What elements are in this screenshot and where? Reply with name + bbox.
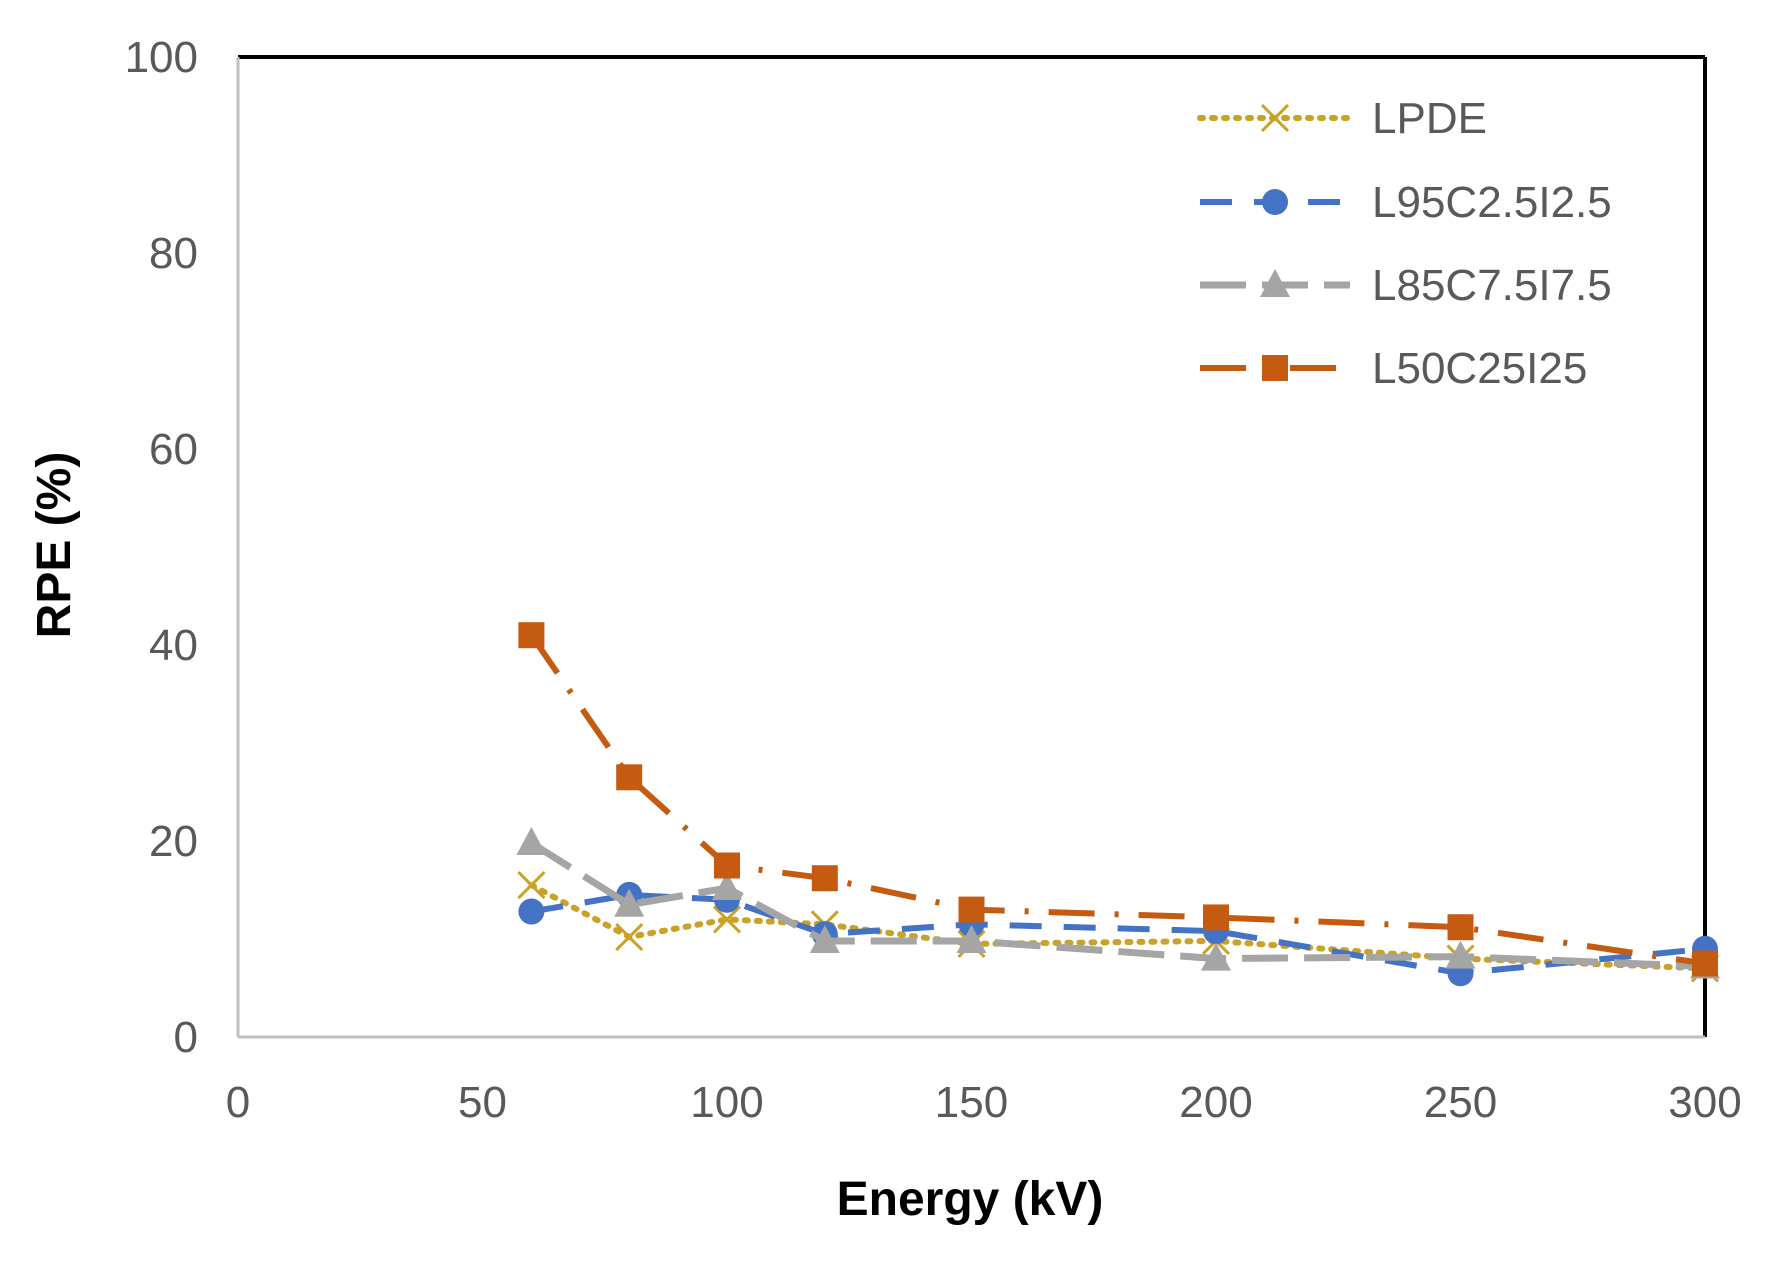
legend-label: L50C25I25: [1372, 344, 1587, 393]
data-point: [1447, 914, 1474, 941]
y-tick-label: 20: [149, 817, 198, 866]
y-tick-label: 0: [174, 1013, 198, 1062]
legend-item: LPDE: [1197, 94, 1487, 143]
legend-label: L85C7.5I7.5: [1372, 261, 1612, 310]
series-line: [528, 633, 1706, 967]
data-point: [518, 898, 545, 925]
data-point: [616, 764, 643, 791]
data-point: [615, 922, 644, 952]
data-point: [714, 852, 740, 879]
series-4: [518, 622, 1718, 977]
data-point: [1203, 904, 1229, 931]
y-tick-label: 80: [149, 229, 198, 278]
x-tick-label: 250: [1424, 1078, 1497, 1127]
y-axis-title: RPE (%): [28, 452, 81, 639]
data-point: [958, 896, 985, 923]
x-tick-label: 0: [226, 1078, 250, 1127]
legend-item: L50C25I25: [1200, 344, 1587, 393]
data-point: [956, 924, 987, 953]
x-tick-label: 100: [690, 1078, 763, 1127]
legend-item: L85C7.5I7.5: [1200, 261, 1612, 310]
legend-label: L95C2.5I2.5: [1372, 178, 1612, 227]
data-point: [809, 924, 840, 953]
x-tick-label: 200: [1179, 1078, 1252, 1127]
data-point: [1692, 950, 1718, 977]
legend-marker: [1262, 355, 1288, 381]
data-point: [614, 888, 645, 917]
data-point: [712, 905, 742, 934]
data-point: [712, 872, 742, 901]
x-tick-label: 50: [458, 1078, 507, 1127]
data-point: [517, 871, 546, 900]
legend: LPDE L95C2.5I2.5 L85C7.5I7.5 L50C25I25: [1197, 94, 1612, 393]
y-tick-label: 100: [125, 33, 198, 82]
legend-item: L95C2.5I2.5: [1200, 178, 1612, 227]
data-point: [811, 865, 838, 892]
series-line: [530, 891, 1706, 977]
series-group: [516, 622, 1720, 987]
series-3: [516, 826, 1720, 979]
data-point: [516, 826, 547, 855]
x-tick-label: 300: [1668, 1078, 1741, 1127]
legend-marker: [1260, 103, 1290, 133]
axes: 0 20 40 60 80 100 0 50 100 150 200 250 300: [125, 33, 1742, 1127]
y-tick-label: 40: [149, 621, 198, 670]
y-tick-label: 60: [149, 425, 198, 474]
series-line: [528, 882, 1708, 972]
data-point: [1201, 942, 1231, 971]
x-tick-label: 150: [935, 1078, 1008, 1127]
series-line: [529, 840, 1706, 970]
x-axis-title: Energy (kV): [837, 1173, 1104, 1226]
legend-label: LPDE: [1372, 94, 1487, 143]
data-point: [1445, 940, 1476, 969]
series-2: [518, 881, 1718, 987]
legend-marker: [1262, 189, 1288, 215]
legend-marker: [1260, 269, 1290, 297]
data-point: [518, 622, 545, 649]
